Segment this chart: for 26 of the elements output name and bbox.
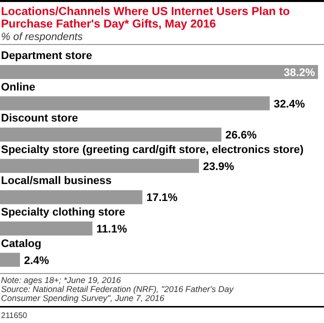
bar xyxy=(0,252,20,267)
data-label: 17.1% xyxy=(146,192,178,204)
y-tick-label: Online xyxy=(1,81,36,94)
y-tick-label: Specialty store (greeting card/gift store, electronics store) xyxy=(1,144,304,156)
bar xyxy=(0,65,318,79)
chart-title: Locations/Channels Where US Internet Users Plan to Purchase Father's Day* Gifts, May 2016 xyxy=(1,6,290,30)
data-label: 26.6% xyxy=(225,130,257,142)
y-tick-label: Discount store xyxy=(1,112,78,125)
bar xyxy=(0,222,92,236)
bar xyxy=(0,128,222,142)
data-label: 11.1% xyxy=(96,224,128,236)
bar xyxy=(0,96,270,110)
text: Note: ages 18+; *June 19, 2016 xyxy=(1,275,122,285)
bar xyxy=(0,190,142,204)
y-tick-label: Local/small business xyxy=(1,175,112,188)
data-label: 2.4% xyxy=(24,254,50,267)
y-tick-label: Specialty clothing store xyxy=(1,206,126,218)
data-label: 38.2% xyxy=(284,67,316,79)
chart-subtitle: % of respondents xyxy=(1,31,84,43)
y-tick-label: Department store xyxy=(1,50,92,62)
data-label: 32.4% xyxy=(274,98,306,110)
bar xyxy=(0,158,199,173)
text: 211650 xyxy=(1,311,28,320)
data-label: 23.9% xyxy=(202,160,234,173)
y-tick-label: Catalog xyxy=(1,238,42,250)
source-note: Source: National Retail Federation (NRF), "2016 Father's Day Consumer Spending Survey", June 7, 2016 xyxy=(1,284,234,303)
